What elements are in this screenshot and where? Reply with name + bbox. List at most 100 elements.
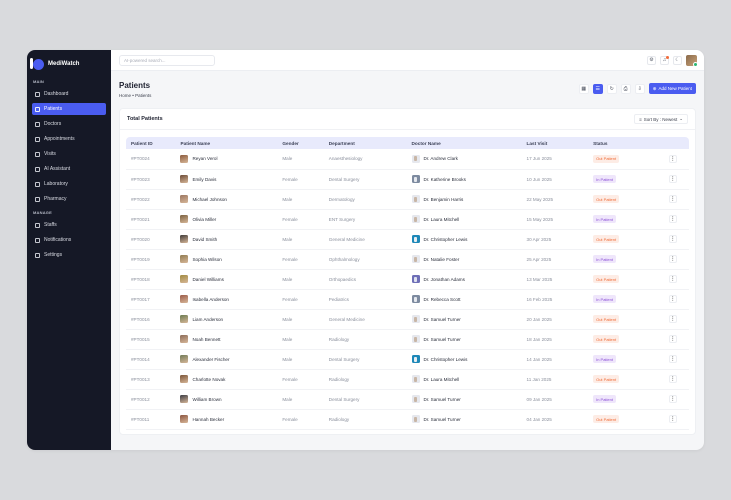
col-patient-name[interactable]: Patient Name xyxy=(180,140,211,146)
department: Anaesthesiology xyxy=(328,149,412,170)
patient-name[interactable]: William Brown xyxy=(192,396,222,402)
grid-view-icon[interactable]: ▦ xyxy=(578,83,589,94)
patient-name[interactable]: Sophia Wilson xyxy=(192,256,222,262)
settings-icon[interactable]: ⚙ xyxy=(647,55,656,65)
doctor-name[interactable]: Dr. Andrew Clark xyxy=(423,156,458,162)
patient-name[interactable]: Reyan Verol xyxy=(192,156,218,162)
sidebar-item-notifications[interactable]: Notifications xyxy=(32,234,106,246)
more-options-icon[interactable]: ⋮ xyxy=(668,175,677,183)
doctor-name[interactable]: Dr. Laura Mitchell xyxy=(423,216,460,222)
more-options-icon[interactable]: ⋮ xyxy=(668,275,677,283)
sort-dropdown[interactable]: ≡ Sort By : Newest ⌄ xyxy=(634,114,688,124)
sidebar-item-settings[interactable]: Settings xyxy=(32,249,106,261)
doctor-name[interactable]: Dr. Benjamin Harris xyxy=(423,196,464,202)
col-doctor-name[interactable]: Doctor Name xyxy=(411,140,441,146)
table-row[interactable]: #PT0014 Alexander Fischer Male Dental Su… xyxy=(126,349,689,370)
search-input[interactable]: AI-powered search... xyxy=(119,54,215,66)
sidebar-item-appointments[interactable]: Appointments xyxy=(32,133,106,145)
table-row[interactable]: #PT0016 Liam Anderson Male General Medic… xyxy=(126,309,689,330)
table-row[interactable]: #PT0012 William Brown Male Dental Surger… xyxy=(126,389,689,410)
doctor-name[interactable]: Dr. Christopher Lewis xyxy=(423,236,468,242)
more-options-icon[interactable]: ⋮ xyxy=(668,355,677,363)
more-options-icon[interactable]: ⋮ xyxy=(668,295,677,303)
brand[interactable]: MediWatch xyxy=(27,55,111,73)
table-row[interactable]: #PT0019 Sophia Wilson Female Ophthalmolo… xyxy=(126,249,689,270)
breadcrumb-current: Patients xyxy=(135,93,152,98)
patient-name[interactable]: Liam Anderson xyxy=(192,316,224,322)
doctor-name[interactable]: Dr. Katherine Brooks xyxy=(423,176,466,182)
refresh-icon[interactable]: ↻ xyxy=(606,83,617,94)
patient-name[interactable]: Isabella Anderson xyxy=(192,296,229,302)
more-options-icon[interactable]: ⋮ xyxy=(668,154,677,163)
user-avatar[interactable] xyxy=(686,54,698,67)
col-gender[interactable]: Gender xyxy=(282,140,299,146)
breadcrumb-home[interactable]: Home xyxy=(119,93,132,98)
table-row[interactable]: #PT0024 Reyan Verol Male Anaesthesiology… xyxy=(126,149,689,170)
table-row[interactable]: #PT0020 David Smith Male General Medicin… xyxy=(126,229,689,250)
sidebar-item-visits[interactable]: Visits xyxy=(32,148,106,160)
doctor-name[interactable]: Dr. Samuel Turner xyxy=(423,416,461,422)
sidebar-item-dashboard[interactable]: Dashboard xyxy=(32,88,106,100)
table-row[interactable]: #PT0023 Emily Davis Female Dental Surger… xyxy=(126,169,689,190)
staff-icon xyxy=(35,222,40,228)
patient-name[interactable]: Alexander Fischer xyxy=(192,356,230,362)
table-row[interactable]: #PT0013 Charlotte Novak Female Radiology… xyxy=(126,369,689,390)
department: Dental Surgery xyxy=(328,349,412,370)
more-options-icon[interactable]: ⋮ xyxy=(668,395,677,403)
add-new-patient-button[interactable]: ⊕ Add New Patient xyxy=(648,83,696,94)
visits-icon xyxy=(35,151,40,157)
print-icon[interactable]: ⎙ xyxy=(620,83,631,94)
sidebar-item-staffs[interactable]: Staffs xyxy=(32,219,106,231)
doctor-name[interactable]: Dr. Natalie Foster xyxy=(423,256,460,262)
download-icon[interactable]: ⇩ xyxy=(634,83,645,94)
table-row[interactable]: #PT0017 Isabella Anderson Female Pediatr… xyxy=(126,289,689,310)
bell-icon: ♫ xyxy=(662,57,667,63)
doctor-name[interactable]: Dr. Laura Mitchell xyxy=(423,376,460,382)
more-options-icon[interactable]: ⋮ xyxy=(668,315,677,323)
col-status[interactable]: Status xyxy=(593,140,608,146)
table-row[interactable]: #PT0011 Hannah Becker Female Radiology D… xyxy=(126,409,689,430)
patient-name[interactable]: Daniel Williams xyxy=(192,276,224,282)
col-patient-id[interactable]: Patient ID xyxy=(131,140,153,146)
doctor-name[interactable]: Dr. Jonathan Adams xyxy=(423,276,465,282)
doctor-avatar xyxy=(411,175,420,183)
patient-avatar xyxy=(180,154,189,163)
patient-name[interactable]: Olivia Miller xyxy=(192,216,217,222)
more-options-icon[interactable]: ⋮ xyxy=(668,195,677,203)
patient-name[interactable]: Charlotte Novak xyxy=(192,376,226,382)
more-options-icon[interactable]: ⋮ xyxy=(668,215,677,223)
doctor-name[interactable]: Dr. Christopher Lewis xyxy=(423,356,468,362)
doctor-name[interactable]: Dr. Samuel Turner xyxy=(423,336,461,342)
table-row[interactable]: #PT0018 Daniel Williams Male Orthopaedic… xyxy=(126,269,689,290)
table-row[interactable]: #PT0015 Noah Bennett Male Radiology Dr. … xyxy=(126,329,689,350)
table-row[interactable]: #PT0022 Michael Johnson Male Dermatology… xyxy=(126,189,689,210)
list-view-icon[interactable]: ☰ xyxy=(592,83,603,94)
more-options-icon[interactable]: ⋮ xyxy=(668,375,677,383)
col-department[interactable]: Department xyxy=(328,140,355,146)
notifications-button[interactable]: ♫ xyxy=(660,55,669,65)
sidebar-item-patients[interactable]: Patients xyxy=(32,103,106,115)
page-actions: ▦ ☰ ↻ ⎙ ⇩ ⊕ Add New Patient xyxy=(578,83,696,94)
doctor-name[interactable]: Dr. Rebecca Scott xyxy=(423,296,461,302)
doctor-avatar xyxy=(411,255,420,263)
table-row[interactable]: #PT0021 Olivia Miller Female ENT Surgery… xyxy=(126,209,689,230)
patient-name[interactable]: Michael Johnson xyxy=(192,196,227,202)
patient-name[interactable]: Hannah Becker xyxy=(192,416,225,422)
doctor-name[interactable]: Dr. Samuel Turner xyxy=(423,396,461,402)
sidebar-item-laboratory[interactable]: Laboratory xyxy=(32,178,106,190)
more-options-icon[interactable]: ⋮ xyxy=(668,415,677,423)
more-options-icon[interactable]: ⋮ xyxy=(668,235,677,243)
sidebar-item-ai-assistant[interactable]: AI Assistant xyxy=(32,163,106,175)
patient-avatar xyxy=(180,375,189,383)
chevron-down-icon: ⌄ xyxy=(679,116,683,121)
col-last-visit[interactable]: Last Visit xyxy=(526,140,548,146)
theme-toggle-icon[interactable]: ☾ xyxy=(673,55,682,65)
more-options-icon[interactable]: ⋮ xyxy=(668,255,677,263)
sidebar-item-pharmacy[interactable]: Pharmacy xyxy=(32,193,106,205)
sidebar-item-doctors[interactable]: Doctors xyxy=(32,118,106,130)
patient-name[interactable]: David Smith xyxy=(192,236,218,242)
patient-name[interactable]: Noah Bennett xyxy=(192,336,221,342)
patient-name[interactable]: Emily Davis xyxy=(192,176,217,182)
doctor-name[interactable]: Dr. Samuel Turner xyxy=(423,316,461,322)
more-options-icon[interactable]: ⋮ xyxy=(668,335,677,343)
